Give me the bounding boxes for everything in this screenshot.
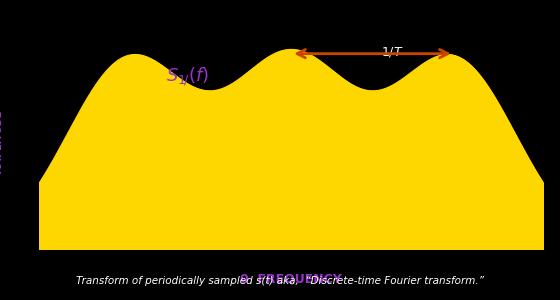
Text: 0  FREQUENCY: 0 FREQUENCY — [240, 273, 342, 286]
Text: $\mathit{S_{1\!/}(f)}$: $\mathit{S_{1\!/}(f)}$ — [166, 65, 209, 88]
Text: Transform of periodically sampled s(t) aka,  “Discrete-time Fourier transform.”: Transform of periodically sampled s(t) a… — [76, 275, 484, 286]
Text: $\mathit{1/T}$: $\mathit{1/T}$ — [381, 45, 403, 59]
Text: AMPLITUDE: AMPLITUDE — [0, 110, 4, 172]
